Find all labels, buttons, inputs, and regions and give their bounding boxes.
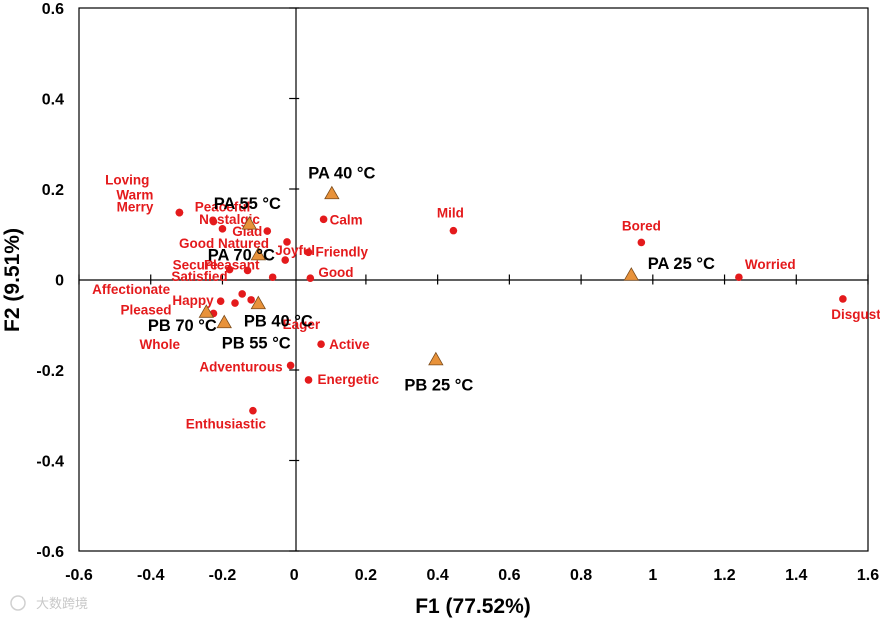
watermark-text: 大数跨境 bbox=[36, 597, 88, 612]
attribute-label: Friendly bbox=[316, 244, 369, 259]
x-tick-label: 1.4 bbox=[785, 567, 807, 584]
sample-point bbox=[623, 267, 639, 281]
y-tick-label: -0.6 bbox=[36, 544, 64, 561]
x-tick-label: 0.2 bbox=[355, 567, 377, 584]
attribute-point bbox=[304, 248, 313, 257]
attribute-label: Disgusted bbox=[831, 307, 880, 322]
attribute-label: Peaceful bbox=[195, 200, 251, 215]
sample-point bbox=[241, 216, 258, 230]
attribute-label: Mild bbox=[437, 206, 464, 221]
sample-points: PA 40 °C PA 55 °C PA 70 °C PA 25 °C PB 40 °C… bbox=[148, 165, 715, 395]
attribute-label: Good bbox=[318, 265, 353, 280]
attribute-label: Active bbox=[329, 337, 370, 352]
watermark-logo: 大数跨境 bbox=[10, 595, 88, 612]
attribute-point bbox=[249, 406, 257, 415]
attribute-label: Whole bbox=[140, 337, 181, 352]
attribute-point bbox=[263, 227, 272, 235]
attribute-label: Pleased bbox=[120, 302, 171, 317]
attribute-label: Happy bbox=[172, 293, 214, 308]
sample-label: PB 70 °C bbox=[148, 317, 217, 335]
attribute-label: Affectionate bbox=[92, 282, 170, 297]
sample-label: PA 40 °C bbox=[308, 165, 375, 183]
attribute-point bbox=[243, 266, 252, 275]
attribute-point bbox=[281, 256, 290, 264]
attribute-point bbox=[317, 340, 325, 349]
attribute-point bbox=[225, 265, 234, 274]
y-tick-label: 0.2 bbox=[42, 182, 64, 199]
attribute-point bbox=[319, 215, 328, 224]
attribute-label: Enthusiastic bbox=[186, 417, 267, 432]
attribute-label: Calm bbox=[330, 212, 363, 227]
attribute-label: Energetic bbox=[318, 372, 380, 387]
x-tick-label: 0.8 bbox=[570, 567, 592, 584]
sample-label: PA 55 °C bbox=[214, 195, 281, 213]
y-tick-label: -0.4 bbox=[36, 454, 64, 471]
x-tick-label: 0.6 bbox=[498, 567, 520, 584]
sample-point bbox=[250, 246, 267, 261]
x-axis-title: F1 (77.52%) bbox=[415, 595, 531, 618]
sample-point bbox=[428, 351, 444, 366]
x-tick-label: 0 bbox=[290, 567, 299, 584]
attribute-label: Loving bbox=[105, 173, 149, 188]
attribute-point bbox=[231, 299, 239, 307]
attribute-point bbox=[216, 297, 225, 306]
x-tick-label: 1.2 bbox=[713, 567, 735, 584]
attribute-point bbox=[218, 225, 227, 233]
attribute-point bbox=[735, 273, 743, 282]
y-tick-label: 0 bbox=[55, 273, 64, 290]
attribute-point bbox=[247, 296, 255, 304]
attribute-label: Secure bbox=[173, 258, 219, 273]
attribute-point bbox=[286, 361, 295, 370]
x-tick-label: 0.4 bbox=[427, 567, 449, 584]
sample-label: PB 40 °C bbox=[244, 312, 313, 330]
attribute-point bbox=[449, 226, 458, 235]
attribute-label: Merry bbox=[117, 200, 154, 215]
attribute-point bbox=[839, 295, 847, 303]
sample-point bbox=[324, 185, 340, 200]
sample-point bbox=[216, 314, 232, 329]
attribute-label: Warm bbox=[116, 188, 153, 203]
y-tick-label: -0.2 bbox=[36, 363, 64, 380]
x-tick-label: -0.6 bbox=[65, 567, 93, 584]
attribute-label: Joyful bbox=[275, 243, 315, 258]
attribute-point bbox=[238, 290, 246, 298]
axis-tick-labels: -0.6 -0.4 -0.2 0 0.2 0.4 0.6 0.8 1 1.2 1.4 1.6 -0.6 -… bbox=[36, 1, 879, 584]
attribute-label: Worried bbox=[745, 257, 796, 272]
sample-label: PB 25 °C bbox=[404, 377, 473, 395]
x-tick-label: -0.2 bbox=[209, 567, 237, 584]
attribute-label: Good Natured bbox=[179, 236, 269, 251]
attribute-label: Eager bbox=[283, 317, 321, 332]
attribute-point bbox=[268, 273, 277, 282]
attribute-point bbox=[283, 238, 291, 246]
attribute-point bbox=[306, 274, 315, 282]
attribute-label: Satisfied bbox=[171, 269, 227, 284]
watermark-icon bbox=[10, 595, 26, 611]
sample-point bbox=[198, 304, 215, 318]
x-tick-label: -0.4 bbox=[137, 567, 165, 584]
y-axis-title: F2 (9.51%) bbox=[1, 228, 24, 332]
y-tick-label: 0.6 bbox=[42, 1, 64, 18]
x-tick-label: 1 bbox=[648, 567, 657, 584]
attribute-label: Pleasant bbox=[204, 257, 260, 272]
attribute-point bbox=[637, 238, 646, 247]
attribute-point bbox=[175, 208, 184, 217]
attribute-label: Nostalgic bbox=[199, 212, 260, 227]
attribute-point bbox=[209, 217, 218, 226]
sample-point bbox=[250, 295, 267, 310]
sample-label: PB 55 °C bbox=[222, 334, 291, 352]
y-tick-label: 0.4 bbox=[42, 92, 64, 109]
attribute-point bbox=[304, 376, 313, 384]
sample-label: PA 25 °C bbox=[648, 255, 715, 273]
attribute-label: Bored bbox=[622, 218, 661, 233]
sample-label: PA 70 °C bbox=[208, 247, 275, 265]
axis-ticks bbox=[78, 7, 869, 552]
x-tick-label: 1.6 bbox=[857, 567, 879, 584]
attribute-label: Adventurous bbox=[199, 359, 282, 374]
